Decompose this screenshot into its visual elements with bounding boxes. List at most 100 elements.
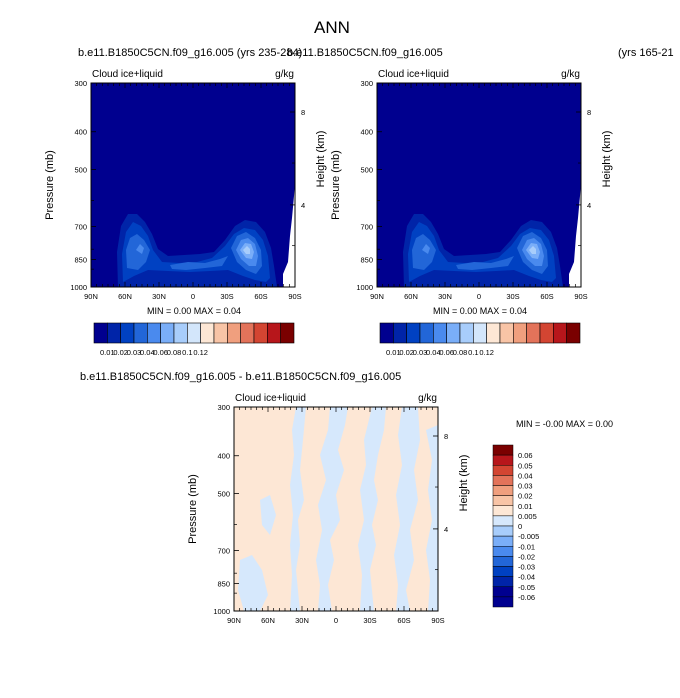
colorbar-swatch: [492, 546, 514, 557]
colorbar-label: 0.08: [453, 348, 468, 357]
x-tick-label: 60S: [397, 616, 410, 625]
contour-band-3: [122, 222, 270, 282]
colorbar-label: 0.06: [518, 451, 533, 460]
colorbar-swatch: [492, 596, 514, 608]
contour-field: [234, 407, 438, 611]
colorbar-swatch: [133, 322, 148, 344]
y-axis-title: Pressure (mb): [187, 474, 199, 544]
y-tick-label: 850: [217, 579, 230, 588]
colorbar-swatch: [147, 322, 161, 344]
figure-title: ANN: [314, 18, 350, 37]
x-tick-label: 60N: [261, 616, 275, 625]
y-tick-label: 400: [217, 452, 230, 461]
y-axis-title: Pressure (mb): [330, 150, 342, 220]
colorbar-label: 0.02: [113, 348, 128, 357]
colorbar-label: 0.03: [518, 482, 533, 491]
y-tick-label: 700: [360, 223, 373, 232]
x-tick-label: 90N: [84, 292, 98, 301]
x-tick-label: 90N: [370, 292, 384, 301]
y-tick-label: 300: [217, 403, 230, 412]
colorbar-swatch: [492, 586, 514, 598]
colorbar-swatch: [267, 322, 281, 344]
x-tick-label: 0: [334, 616, 338, 625]
colorbar-swatch: [492, 515, 514, 527]
y-tick-label: 400: [360, 128, 373, 137]
colorbar-swatch: [492, 454, 514, 466]
contour-band-8: [243, 246, 250, 254]
panel-units-label: g/kg: [418, 393, 437, 404]
panel-field-label: Cloud ice+liquid: [235, 393, 306, 404]
y-tick-label: 300: [360, 79, 373, 88]
y-tick-label: 1000: [213, 607, 230, 616]
colorbar-label: 0.01: [518, 502, 533, 511]
y-tick-label: 300: [74, 79, 87, 88]
colorbar-swatch: [492, 576, 514, 587]
y-tick-label: 500: [217, 490, 230, 499]
colorbar-label: 0.04: [518, 471, 533, 480]
x-tick-label: 0: [191, 292, 195, 301]
y-tick-label: 1000: [356, 283, 373, 292]
colorbar-swatch: [492, 485, 514, 496]
colorbar-label: 0.01: [386, 348, 401, 357]
panel-top-right: [376, 82, 582, 288]
colorbar-swatch: [486, 322, 501, 344]
colorbar-label: 0.04: [426, 348, 441, 357]
colorbar-swatch: [473, 322, 487, 344]
colorbar-label: 0.1: [182, 348, 192, 357]
colorbar-swatch: [539, 322, 554, 344]
colorbar-label: 0.12: [193, 348, 208, 357]
panel-field-label: Cloud ice+liquid: [92, 69, 163, 80]
right-header: (yrs 165-21: [618, 47, 674, 59]
x-tick-label: 30N: [438, 292, 452, 301]
colorbar-swatch: [499, 322, 514, 344]
y-right-tick-label: 8: [301, 108, 305, 117]
x-tick-label: 60N: [404, 292, 418, 301]
y-right-tick-label: 4: [444, 525, 448, 534]
colorbar-swatch: [492, 566, 514, 577]
colorbar-label: 0.06: [439, 348, 454, 357]
contour-band-negative-7: [260, 495, 276, 535]
colorbar-swatch: [492, 495, 514, 506]
colorbar-swatch: [213, 322, 228, 344]
left-header: b.e11.B1850C5CN.f09_g16.005 (yrs 235-284…: [78, 47, 302, 59]
contour-band-4: [412, 234, 436, 270]
contour-band-negative-2: [316, 407, 348, 611]
colorbar-label: 0.03: [127, 348, 142, 357]
contour-band-4: [126, 234, 150, 270]
contour-band-9: [422, 244, 430, 254]
colorbar-swatch: [492, 535, 514, 547]
y-right-tick-label: 8: [444, 432, 448, 441]
panel-top-left: [90, 82, 296, 288]
colorbar-swatch: [253, 322, 268, 344]
x-tick-label: 30S: [363, 616, 376, 625]
colorbar-label: 0.08: [167, 348, 182, 357]
topography-mask: [569, 182, 581, 287]
colorbar-swatch: [187, 322, 201, 344]
colorbar-swatch: [406, 322, 421, 344]
colorbar-swatch: [446, 322, 461, 344]
y-tick-label: 700: [74, 223, 87, 232]
colorbar-swatch: [227, 322, 241, 344]
x-tick-label: 90S: [288, 292, 301, 301]
colorbar-swatch: [393, 322, 407, 344]
y-right-axis-title: Height (km): [315, 131, 327, 188]
colorbar-label: 0.02: [399, 348, 414, 357]
x-tick-label: 60N: [118, 292, 132, 301]
diff-header: b.e11.B1850C5CN.f09_g16.005 - b.e11.B185…: [80, 371, 401, 383]
contour-band-8: [529, 246, 536, 254]
y-tick-label: 1000: [70, 283, 87, 292]
colorbar-label: -0.05: [518, 583, 535, 592]
colorbar-label: 0.005: [518, 512, 537, 521]
colorbar-label: 0.04: [140, 348, 155, 357]
colorbar-swatch: [107, 322, 121, 344]
colorbar-swatch: [433, 322, 447, 344]
colorbar-swatch: [492, 475, 514, 486]
contour-field: [91, 83, 295, 287]
colorbar-swatch: [160, 322, 175, 344]
colorbar-label: -0.005: [518, 532, 539, 541]
x-tick-label: 90S: [574, 292, 587, 301]
colorbar-swatch: [240, 322, 255, 344]
x-tick-label: 30N: [152, 292, 166, 301]
colorbar-label: 0.05: [518, 461, 533, 470]
colorbar-swatch: [492, 525, 514, 537]
